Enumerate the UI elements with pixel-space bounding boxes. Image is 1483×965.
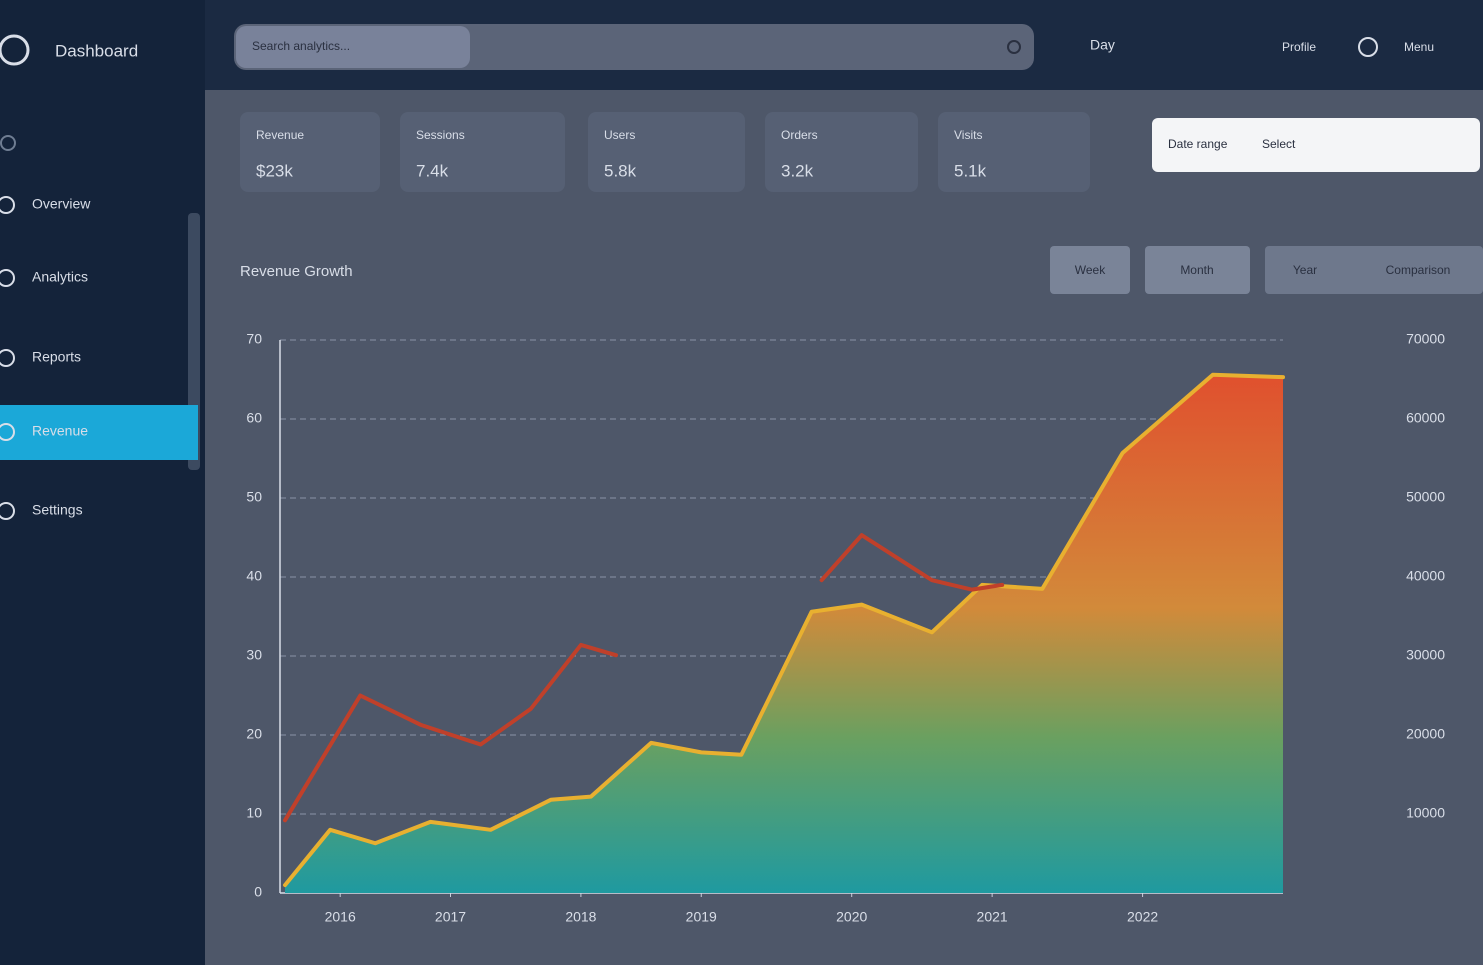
sidebar xyxy=(0,0,205,965)
x-tick-label: 2019 xyxy=(686,909,717,925)
x-tick-label: 2018 xyxy=(565,909,596,925)
stat-value: $23k xyxy=(256,161,293,180)
stat-label: Sessions xyxy=(416,128,465,142)
stat-label: Orders xyxy=(781,128,818,142)
nav-icon xyxy=(0,349,15,367)
menu-label[interactable]: Menu xyxy=(1404,40,1434,54)
y2-tick-label: 50000 xyxy=(1406,489,1445,505)
x-tick-label: 2021 xyxy=(977,909,1008,925)
y2-tick-label: 40000 xyxy=(1406,568,1445,584)
stat-card[interactable] xyxy=(400,112,565,192)
stat-label: Users xyxy=(604,128,635,142)
y-tick-label: 40 xyxy=(246,568,262,584)
stat-value: 5.8k xyxy=(604,161,637,180)
y-tick-label: 10 xyxy=(246,805,262,821)
chart-title: Revenue Growth xyxy=(240,263,353,280)
filter-value: Select xyxy=(1262,137,1296,151)
filter-label: Date range xyxy=(1168,137,1228,151)
stat-card[interactable] xyxy=(938,112,1090,192)
stat-card[interactable] xyxy=(588,112,745,192)
nav-icon xyxy=(0,269,15,287)
nav-icon xyxy=(0,135,16,151)
y2-tick-label: 30000 xyxy=(1406,647,1445,663)
button-label: Week xyxy=(1075,263,1106,277)
nav-item[interactable]: Analytics xyxy=(32,269,88,285)
button-label: Month xyxy=(1180,263,1213,277)
nav-item[interactable]: Settings xyxy=(32,502,83,518)
nav-item[interactable]: Revenue xyxy=(32,423,88,439)
line xyxy=(283,533,1005,823)
logo xyxy=(0,34,30,66)
y-tick-label: 30 xyxy=(246,647,262,663)
chart: 0 10 20 30 40 50 60 70 10000 20000 30000 40000 50000… xyxy=(246,331,1445,925)
stat-label: Revenue xyxy=(256,128,304,142)
y2-tick-label: 20000 xyxy=(1406,726,1445,742)
user-icon[interactable] xyxy=(1358,37,1378,57)
nav-item[interactable]: Overview xyxy=(32,196,91,212)
button-label: Year xyxy=(1293,263,1317,277)
y-tick-label: 20 xyxy=(246,726,262,742)
y-tick-label: 50 xyxy=(246,489,262,505)
stat-value: 5.1k xyxy=(954,161,987,180)
nav: Overview Analytics Reports Revenue Settings xyxy=(0,196,198,520)
search-chip[interactable] xyxy=(236,26,470,68)
y-tick-label: 60 xyxy=(246,410,262,426)
user-label[interactable]: Profile xyxy=(1282,40,1316,54)
button[interactable] xyxy=(1050,246,1130,294)
y2-tick-label: 60000 xyxy=(1406,410,1445,426)
stat-card[interactable] xyxy=(240,112,380,192)
y-tick-label: 0 xyxy=(254,884,262,900)
brand: Dashboard xyxy=(55,41,138,60)
stat-label: Visits xyxy=(954,128,982,142)
line xyxy=(283,372,1285,888)
button-label: Comparison xyxy=(1386,263,1451,277)
nav-active xyxy=(0,405,198,460)
y-tick-label: 70 xyxy=(246,331,262,347)
search-icon xyxy=(1007,40,1021,54)
nav-icon xyxy=(0,196,15,214)
x-tick-label: 2016 xyxy=(325,909,356,925)
nav-item[interactable]: Reports xyxy=(32,349,81,365)
search-text: Search analytics... xyxy=(252,39,350,53)
button[interactable] xyxy=(1145,246,1250,294)
y2-tick-label: 70000 xyxy=(1406,331,1445,347)
x-tick-label: 2017 xyxy=(435,909,466,925)
stat-value: 7.4k xyxy=(416,161,449,180)
area-fill xyxy=(285,374,1283,893)
filter-box[interactable] xyxy=(1152,118,1480,172)
button[interactable] xyxy=(1265,246,1483,294)
x-tick-label: 2020 xyxy=(836,909,867,925)
cards: Revenue $23k Sessions 7.4k Users 5.8k Orders 3.… xyxy=(240,112,1090,192)
day-label[interactable]: Day xyxy=(1090,37,1115,53)
stat-card[interactable] xyxy=(765,112,918,192)
x-tick-label: 2022 xyxy=(1127,909,1158,925)
nav-icon xyxy=(0,502,15,520)
y2-tick-label: 10000 xyxy=(1406,805,1445,821)
nav-icon xyxy=(0,423,15,441)
stat-value: 3.2k xyxy=(781,161,814,180)
